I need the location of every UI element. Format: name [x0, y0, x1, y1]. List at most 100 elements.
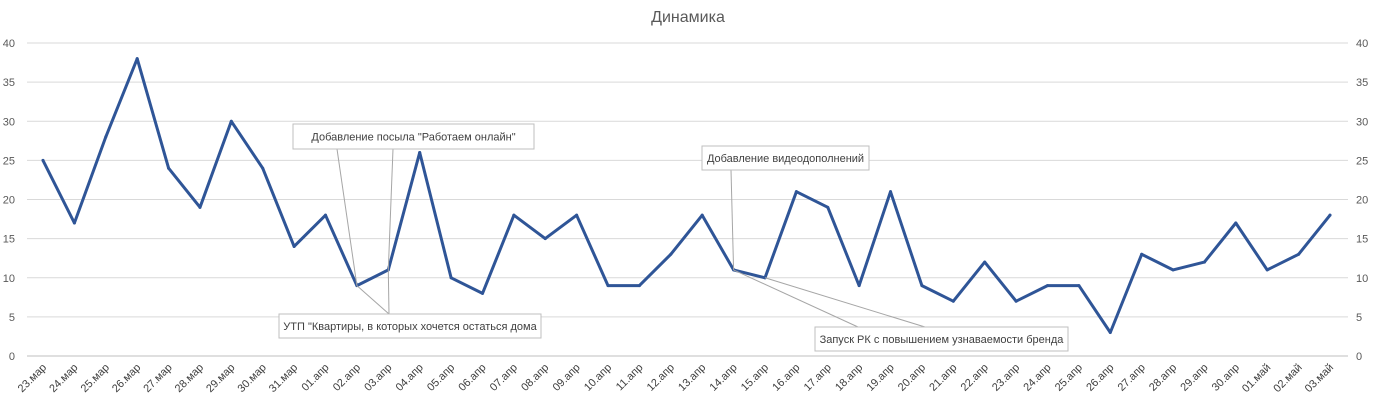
series-group [41, 57, 1332, 335]
x-tick-label: 09.апр [551, 362, 583, 394]
y-tick-label-right: 30 [1356, 116, 1368, 128]
data-point [1014, 299, 1018, 303]
x-tick-label: 27.апр [1116, 362, 1148, 394]
x-tick-label: 03.апр [362, 362, 394, 394]
data-point [41, 158, 45, 162]
data-point [543, 237, 547, 241]
x-tick-label: 30.апр [1210, 362, 1242, 394]
x-tick-label: 13.апр [676, 362, 708, 394]
annotation-leader-line [764, 277, 926, 328]
annotation-label: Добавление видеодополнений [707, 153, 864, 165]
annotation-leader-line [387, 269, 390, 315]
data-point [920, 284, 924, 288]
y-tick-label-right: 5 [1356, 312, 1362, 324]
data-point [794, 190, 798, 194]
x-tick-label: 29.мар [204, 362, 237, 395]
y-axis-left: 0 5 10 15 20 25 30 35 40 [3, 38, 15, 363]
data-point [889, 190, 893, 194]
x-tick-label: 26.апр [1084, 362, 1116, 394]
x-tick-label: 18.апр [833, 362, 865, 394]
x-tick-label: 27.мар [141, 362, 174, 395]
x-tick-label: 12.апр [645, 362, 677, 394]
annotation-leader-line [387, 148, 394, 270]
annotation-leader-line [336, 148, 358, 286]
data-point [1108, 331, 1112, 335]
data-point [1171, 268, 1175, 272]
annotation-box [292, 123, 535, 150]
data-point [637, 284, 641, 288]
x-tick-label: 24.мар [47, 362, 80, 395]
data-point [826, 205, 830, 209]
data-point [1265, 268, 1269, 272]
y-tick-label-left: 15 [3, 234, 15, 246]
y-tick-label-right: 10 [1356, 273, 1368, 285]
y-tick-label-left: 35 [3, 77, 15, 89]
x-tick-label: 08.апр [519, 362, 551, 394]
x-tick-label: 06.апр [456, 362, 488, 394]
y-tick-label-right: 25 [1356, 155, 1368, 167]
x-tick-label: 01.апр [299, 362, 331, 394]
x-tick-label: 25.апр [1053, 362, 1085, 394]
data-point [1077, 284, 1081, 288]
x-tick-label: 25.мар [79, 362, 112, 395]
x-tick-label: 23.апр [990, 362, 1022, 394]
x-tick-label: 21.апр [927, 362, 959, 394]
annotation-leader-line [730, 169, 735, 270]
y-tick-label-left: 5 [9, 312, 15, 324]
gridlines [27, 42, 1348, 357]
x-tick-label: 05.апр [425, 362, 457, 394]
x-tick-label: 29.апр [1178, 362, 1210, 394]
data-point [72, 221, 76, 225]
x-tick-label: 26.мар [110, 362, 143, 395]
data-point [575, 213, 579, 217]
data-point [261, 166, 265, 170]
data-point [857, 284, 861, 288]
data-point [512, 213, 516, 217]
data-point [1297, 252, 1301, 256]
data-point [104, 135, 108, 139]
x-tick-label: 02.май [1271, 362, 1304, 395]
data-point [669, 252, 673, 256]
annotation-leader-line [733, 269, 859, 328]
x-tick-label: 28.мар [173, 362, 206, 395]
data-point [292, 244, 296, 248]
annotations: Добавление посыла "Работаем онлайн" УТП "… [278, 123, 1069, 352]
data-point [324, 213, 328, 217]
y-tick-label-left: 0 [9, 351, 15, 363]
data-point [449, 276, 453, 280]
y-tick-label-left: 10 [3, 273, 15, 285]
data-point [418, 151, 422, 155]
data-point [606, 284, 610, 288]
y-tick-label-right: 20 [1356, 195, 1368, 207]
data-point [1140, 252, 1144, 256]
data-point [1045, 284, 1049, 288]
x-axis: 23.мар24.мар25.мар26.мар27.мар28.мар29.м… [16, 362, 1336, 395]
y-tick-label-left: 30 [3, 116, 15, 128]
x-tick-label: 30.мар [236, 362, 269, 395]
x-tick-label: 16.апр [770, 362, 802, 394]
annotation-label: Добавление посыла "Работаем онлайн" [311, 132, 515, 144]
data-point [167, 166, 171, 170]
x-tick-label: 07.апр [488, 362, 520, 394]
x-tick-label: 04.апр [394, 362, 426, 394]
annotation-box [278, 313, 542, 339]
x-tick-label: 01.май [1240, 362, 1273, 395]
data-point [1328, 213, 1332, 217]
annotation-box [701, 145, 870, 171]
x-tick-label: 31.мар [267, 362, 300, 395]
data-point [135, 57, 139, 61]
x-tick-label: 23.мар [16, 362, 49, 395]
x-tick-label: 11.апр [614, 362, 646, 394]
x-tick-label: 17.апр [802, 362, 834, 394]
x-tick-label: 22.апр [959, 362, 991, 394]
data-point [198, 205, 202, 209]
x-tick-label: 10.апр [582, 362, 614, 394]
data-point [229, 119, 233, 123]
data-point [480, 291, 484, 295]
data-point [983, 260, 987, 264]
y-axis-right: 0 5 10 15 20 25 30 35 40 [1356, 38, 1368, 363]
chart-title: Динамика [651, 9, 725, 26]
y-tick-label-left: 20 [3, 195, 15, 207]
data-point [951, 299, 955, 303]
